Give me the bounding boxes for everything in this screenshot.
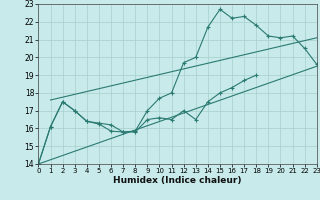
X-axis label: Humidex (Indice chaleur): Humidex (Indice chaleur) (113, 176, 242, 185)
